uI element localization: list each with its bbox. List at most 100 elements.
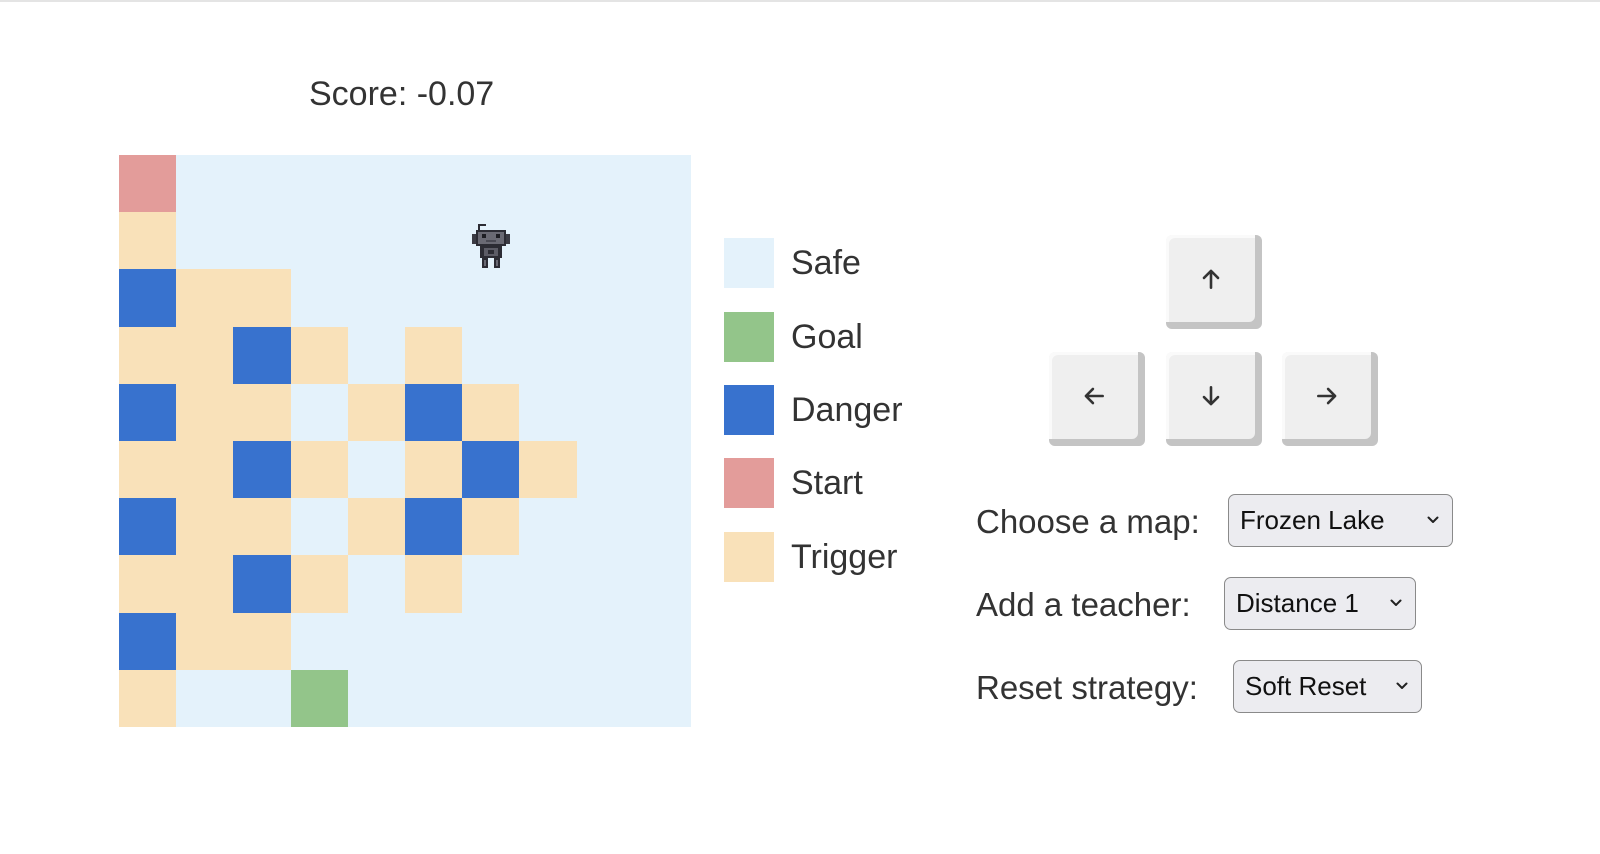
grid-cell-safe [633, 555, 691, 613]
legend-swatch-goal [724, 312, 774, 362]
grid-cell-danger [462, 440, 520, 499]
grid-cell-safe [233, 155, 291, 213]
chevron-down-icon [1427, 516, 1439, 523]
grid-cell-trigger [176, 269, 234, 327]
grid-cell-safe [462, 612, 520, 670]
grid-cell-safe [290, 383, 348, 441]
grid-cell-safe [576, 498, 634, 556]
robot-icon [472, 224, 510, 268]
grid-cell-safe [633, 212, 691, 270]
grid-cell-safe [404, 669, 463, 727]
grid-cell-safe [290, 212, 348, 270]
grid-cell-trigger [347, 383, 405, 441]
legend-item-trigger: Trigger [724, 532, 897, 582]
arrow-left-icon [1084, 387, 1104, 405]
map-select[interactable]: Frozen Lake [1228, 494, 1453, 547]
up-button[interactable] [1166, 235, 1262, 329]
grid-cell-safe [519, 326, 577, 384]
grid-cell-safe [347, 612, 405, 670]
right-button[interactable] [1282, 352, 1378, 446]
grid-cell-safe [633, 269, 691, 327]
grid-cell-trigger [119, 555, 177, 613]
arrow-up-icon [1202, 269, 1220, 289]
teacher-setting-row: Add a teacher: [976, 585, 1191, 625]
grid-cell-safe [176, 669, 234, 727]
grid-cell-trigger [233, 383, 291, 441]
grid-cell-safe [347, 155, 405, 213]
grid-cell-safe [519, 669, 577, 727]
score-display: Score: -0.07 [309, 75, 495, 113]
legend-item-goal: Goal [724, 312, 863, 362]
grid-cell-danger [233, 326, 291, 384]
grid-cell-safe [462, 669, 520, 727]
chevron-down-icon [1396, 682, 1408, 689]
grid-cell-safe [519, 555, 577, 613]
grid-cell-safe [176, 155, 234, 213]
grid-cell-safe [576, 383, 634, 441]
grid-cell-danger [119, 612, 177, 670]
teacher-select[interactable]: Distance 1 [1224, 577, 1416, 630]
legend-swatch-danger [724, 385, 774, 435]
grid-cell-trigger [290, 326, 348, 384]
grid-cell-safe [519, 383, 577, 441]
reset-select-value: Soft Reset [1245, 671, 1367, 701]
grid-cell-safe [404, 612, 463, 670]
legend-item-start: Start [724, 458, 863, 508]
grid-cell-safe [633, 326, 691, 384]
grid-cell-trigger [233, 612, 291, 670]
grid-cell-safe [633, 498, 691, 556]
arrow-right-icon [1317, 387, 1337, 405]
grid-cell-safe [462, 555, 520, 613]
grid-cell-safe [290, 155, 348, 213]
grid-cell-safe [290, 269, 348, 327]
grid-cell-safe [404, 155, 463, 213]
grid-cell-safe [347, 269, 405, 327]
top-divider [0, 0, 1600, 2]
down-button[interactable] [1166, 352, 1262, 446]
grid-cell-safe [633, 669, 691, 727]
grid-cell-trigger [176, 440, 234, 499]
grid-cell-safe [633, 440, 691, 499]
left-button[interactable] [1049, 352, 1145, 446]
grid-cell-safe [519, 269, 577, 327]
teacher-label: Add a teacher: [976, 586, 1191, 623]
grid-cell-safe [576, 155, 634, 213]
grid-cell-trigger [119, 440, 177, 499]
grid-cell-safe [576, 555, 634, 613]
grid-cell-safe [576, 269, 634, 327]
grid-cell-safe [404, 212, 463, 270]
grid-cell-safe [347, 669, 405, 727]
grid-cell-safe [290, 612, 348, 670]
grid-cell-safe [347, 440, 405, 499]
grid-cell-safe [290, 498, 348, 556]
grid-cell-danger [119, 269, 177, 327]
legend-swatch-trigger [724, 532, 774, 582]
legend-item-danger: Danger [724, 385, 903, 435]
grid-cell-safe [576, 212, 634, 270]
legend-label-safe: Safe [791, 244, 861, 282]
grid-cell-trigger [176, 383, 234, 441]
grid-cell-safe [347, 326, 405, 384]
grid-cell-danger [119, 383, 177, 441]
grid-cell-trigger [233, 498, 291, 556]
map-select-value: Frozen Lake [1240, 505, 1385, 535]
grid-cell-trigger [176, 555, 234, 613]
grid-cell-danger [233, 440, 291, 499]
legend-item-safe: Safe [724, 238, 861, 288]
grid-cell-start [119, 155, 177, 213]
grid-cell-safe [347, 212, 405, 270]
legend-label-trigger: Trigger [791, 538, 898, 576]
grid-cell-safe [576, 440, 634, 499]
chevron-down-icon [1390, 599, 1402, 606]
grid-cell-trigger [404, 440, 463, 499]
reset-select[interactable]: Soft Reset [1233, 660, 1422, 713]
grid-cell-trigger [119, 212, 177, 270]
grid-cell-safe [462, 269, 520, 327]
grid-cell-safe [519, 212, 577, 270]
grid-cell-safe [404, 269, 463, 327]
grid-cell-trigger [519, 440, 577, 499]
legend-swatch-safe [724, 238, 774, 288]
grid-cell-trigger [176, 612, 234, 670]
arrow-down-icon [1202, 386, 1220, 406]
grid-cell-danger [233, 555, 291, 613]
